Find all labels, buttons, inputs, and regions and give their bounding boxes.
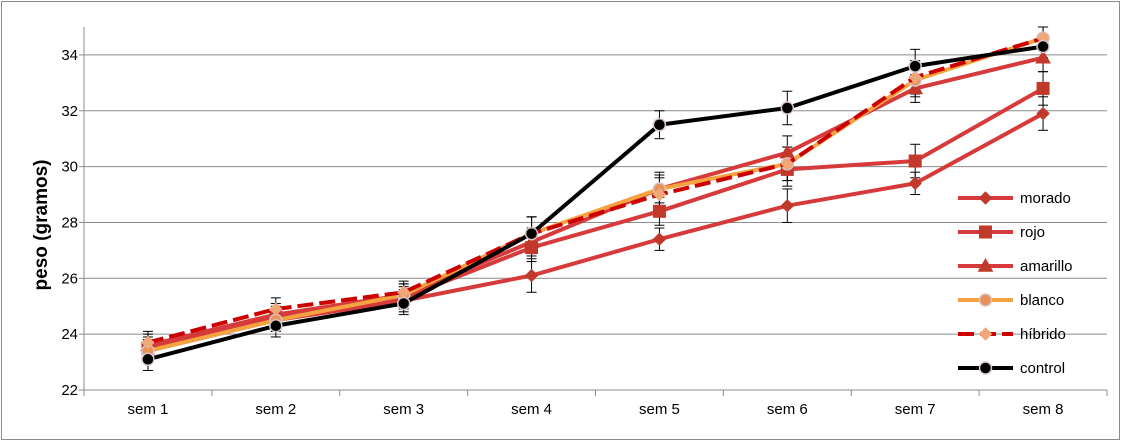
x-tick-label-0: sem 1 [128, 401, 169, 418]
y-tick-label-26: 26 [61, 270, 78, 287]
y-tick-label-28: 28 [61, 214, 78, 231]
legend-entry-0: morado [958, 190, 1071, 207]
data-point-5-6 [908, 59, 922, 73]
legend-marker-4 [978, 327, 993, 341]
x-tick-label-7: sem 8 [1023, 401, 1064, 418]
data-point-1-7 [1036, 81, 1050, 95]
legend-entry-1: rojo [958, 224, 1045, 241]
data-point-4-0 [141, 335, 155, 350]
data-point-0-5 [780, 199, 795, 213]
legend-label-4: híbrido [1020, 326, 1066, 343]
data-point-0-3 [524, 268, 539, 283]
data-point-1-6 [908, 154, 922, 168]
legend-label-2: amarillo [1020, 258, 1073, 275]
data-point-4-4 [652, 187, 667, 202]
series-line-5 [147, 44, 1044, 362]
axes [79, 27, 1108, 396]
legend-entry-3: blanco [958, 292, 1064, 309]
data-point-5-4 [652, 117, 667, 132]
y-tick-label-32: 32 [61, 103, 78, 120]
legend-marker-3 [978, 293, 993, 307]
series-4 [141, 31, 1050, 350]
legend-label-0: morado [1020, 190, 1071, 207]
data-point-5-7 [1036, 39, 1050, 54]
legend-label-1: rojo [1020, 224, 1045, 241]
legend-label-3: blanco [1020, 292, 1064, 309]
x-tick-label-2: sem 3 [383, 401, 424, 418]
legend-entry-5: control [958, 360, 1065, 377]
data-point-5-1 [269, 319, 283, 333]
series-5 [141, 39, 1050, 367]
legend-entry-4: híbrido [958, 326, 1066, 343]
legend-marker-2 [977, 257, 994, 272]
y-tick-label-22: 22 [61, 382, 78, 399]
x-tick-label-4: sem 5 [639, 401, 680, 418]
data-point-5-2 [396, 296, 411, 311]
y-axis-title: peso (gramos) [31, 160, 52, 291]
y-tick-label-34: 34 [61, 47, 78, 64]
legend-label-5: control [1020, 360, 1065, 377]
data-point-5-3 [524, 226, 539, 241]
x-tick-label-6: sem 7 [895, 401, 936, 418]
series-line-2 [147, 55, 1044, 348]
data-point-0-4 [652, 232, 667, 246]
data-point-0-7 [1036, 106, 1050, 121]
x-tick-label-1: sem 2 [255, 401, 296, 418]
y-tick-label-24: 24 [61, 326, 78, 343]
data-point-5-5 [780, 101, 795, 115]
gridlines [84, 54, 1107, 335]
x-tick-labels: sem 1 sem 2 sem 3 sem 4 sem 5 sem 6 sem 7 sem 8 [128, 401, 1064, 418]
y-tick-label-30: 30 [61, 159, 78, 176]
legend-marker-1 [979, 225, 992, 239]
data-point-4-1 [269, 302, 283, 316]
data-point-2-7 [1035, 49, 1051, 64]
legend: morado rojo amarillo blanco híbrido control [958, 190, 1073, 377]
x-tick-label-3: sem 4 [511, 401, 552, 418]
data-point-2-6 [907, 80, 924, 95]
data-point-5-0 [141, 352, 155, 367]
data-point-4-5 [780, 157, 795, 171]
data-point-2-3 [523, 233, 540, 248]
legend-marker-5 [978, 361, 993, 375]
data-point-1-4 [652, 204, 666, 218]
legend-entry-2: amarillo [958, 257, 1073, 275]
x-tick-label-5: sem 6 [767, 401, 808, 418]
series-line-3 [147, 36, 1044, 353]
series-line-4 [147, 36, 1044, 345]
series-layer [140, 26, 1051, 371]
data-point-0-6 [908, 176, 922, 191]
legend-marker-0 [978, 191, 993, 205]
y-tick-labels: 22 24 26 28 30 32 34 [61, 47, 78, 399]
data-point-4-6 [908, 70, 922, 84]
